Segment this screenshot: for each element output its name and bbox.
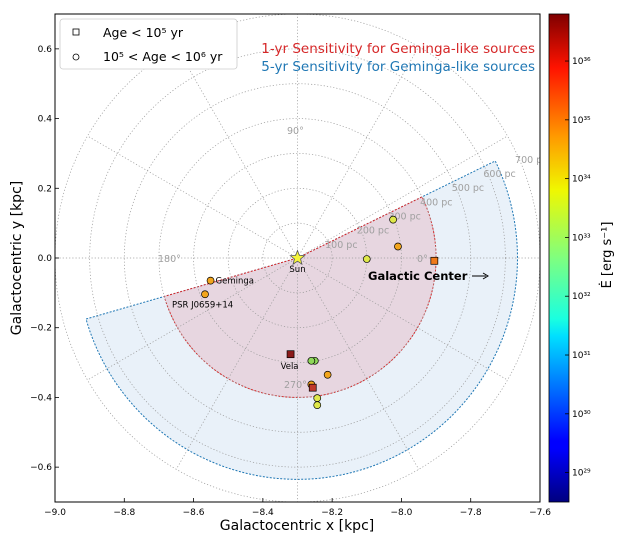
- grid-spoke-210: [87, 257, 298, 381]
- y-axis-ticks: −0.6 −0.4 −0.2 0.0 0.2 0.4 0.6: [30, 45, 59, 473]
- data-point-square: [286, 350, 295, 359]
- grid-spoke-300: [297, 257, 420, 470]
- grid-spoke-120: [175, 46, 298, 259]
- x-tick-label: −7.8: [460, 508, 482, 518]
- sun-marker: [289, 249, 306, 265]
- colorbar-tick-label: 10³²: [572, 292, 591, 302]
- data-points: Geminga PSR J0659+14 Vela: [172, 215, 439, 409]
- y-tick-label: 0.0: [38, 254, 53, 264]
- x-tick-label: −8.0: [390, 508, 412, 518]
- ring-label-700: 700 pc: [515, 155, 547, 166]
- angle-label-270: 270°: [284, 380, 307, 391]
- x-axis-label: Galactocentric x [kpc]: [220, 518, 374, 534]
- y-axis-label: Galactocentric y [kpc]: [9, 181, 25, 335]
- colorbar-tick-label: 10³⁰: [572, 410, 591, 420]
- y-tick-label: 0.2: [38, 184, 52, 194]
- sensitivity-regions: [85, 160, 518, 480]
- x-tick-label: −8.4: [252, 508, 274, 518]
- ring-label-500: 500 pc: [452, 183, 484, 194]
- grid-spoke-60: [297, 46, 420, 259]
- colorbar-tick-label: 10³⁵: [572, 116, 591, 126]
- sensitivity-5yr-label: 5-yr Sensitivity for Geminga-like source…: [261, 59, 535, 75]
- data-point-square: [430, 256, 439, 265]
- grid-spoke-240: [175, 257, 298, 470]
- x-axis-ticks: −9.0 −8.8 −8.6 −8.4 −8.2 −8.0 −7.8 −7.6: [44, 498, 551, 518]
- x-tick-label: −7.6: [529, 508, 551, 518]
- colorbar-tick-label: 10³⁶: [572, 57, 591, 67]
- colorbar-tick-label: 10³³: [572, 233, 591, 243]
- galactic-center-arrow: [472, 272, 489, 280]
- colorbar-ticks: 10²⁹ 10³⁰ 10³¹ 10³² 10³³ 10³⁴ 10³⁵ 10³⁶: [565, 57, 591, 479]
- legend-entry-older: 10⁵ < Age < 10⁶ yr: [103, 49, 223, 64]
- point-label: Geminga: [216, 277, 254, 287]
- galactic-center-label: Galactic Center: [368, 269, 468, 283]
- ring-label-300: 300 pc: [388, 211, 420, 222]
- data-point-circle: [394, 242, 402, 251]
- angle-label-0: 0°: [417, 254, 428, 265]
- angle-label-180: 180°: [158, 254, 181, 265]
- x-tick-label: −8.8: [113, 508, 135, 518]
- y-tick-label: −0.6: [30, 463, 52, 473]
- colorbar-gradient: [548, 13, 570, 503]
- angle-label-90: 90°: [287, 126, 304, 137]
- sensitivity-1yr-label: 1-yr Sensitivity for Geminga-like source…: [261, 41, 535, 57]
- legend-entry-young: Age < 10⁵ yr: [103, 25, 184, 40]
- data-point-circle: [323, 370, 332, 379]
- data-point-circle: [362, 255, 371, 263]
- legend-circle-marker: [72, 53, 80, 61]
- data-point-circle: [313, 401, 322, 409]
- colorbar: 10²⁹ 10³⁰ 10³¹ 10³² 10³³ 10³⁴ 10³⁵ 10³⁶ Ė [erg …: [548, 13, 615, 503]
- ring-label-100: 100 pc: [325, 240, 357, 251]
- ring-label-600: 600 pc: [483, 169, 515, 180]
- data-point-circle: [206, 276, 215, 285]
- legend-box: [59, 18, 238, 70]
- colorbar-tick-label: 10³¹: [572, 351, 591, 361]
- y-tick-label: −0.4: [30, 393, 52, 403]
- data-point-circle: [307, 356, 316, 365]
- sun-label: Sun: [289, 265, 305, 275]
- y-tick-label: 0.4: [38, 115, 53, 125]
- point-label: Vela: [281, 362, 299, 372]
- grid-ring-300: [193, 153, 402, 363]
- ring-label-200: 200 pc: [357, 226, 389, 237]
- legend-square-marker: [72, 28, 80, 36]
- x-tick-label: −9.0: [44, 508, 66, 518]
- data-point-square: [308, 383, 317, 392]
- colorbar-tick-label: 10²⁹: [572, 469, 591, 479]
- polar-grid: [55, 14, 540, 502]
- legend: Age < 10⁵ yr 10⁵ < Age < 10⁶ yr: [59, 18, 238, 70]
- ring-label-400: 400 pc: [420, 197, 452, 208]
- y-tick-label: −0.2: [30, 324, 52, 334]
- grid-spoke-30: [297, 135, 508, 259]
- grid-spoke-150: [87, 135, 298, 259]
- grid-spoke-330: [297, 257, 508, 381]
- point-label: PSR J0659+14: [172, 300, 233, 310]
- data-point-circle: [313, 394, 322, 402]
- data-point-circle: [389, 215, 397, 224]
- y-tick-label: 0.6: [38, 45, 53, 55]
- data-point-circle: [201, 290, 209, 299]
- x-tick-label: −8.2: [321, 508, 343, 518]
- x-tick-label: −8.6: [183, 508, 205, 518]
- colorbar-label: Ė [erg s⁻¹]: [599, 222, 615, 289]
- colorbar-tick-label: 10³⁴: [572, 175, 591, 185]
- grid-ring-100: [262, 222, 333, 294]
